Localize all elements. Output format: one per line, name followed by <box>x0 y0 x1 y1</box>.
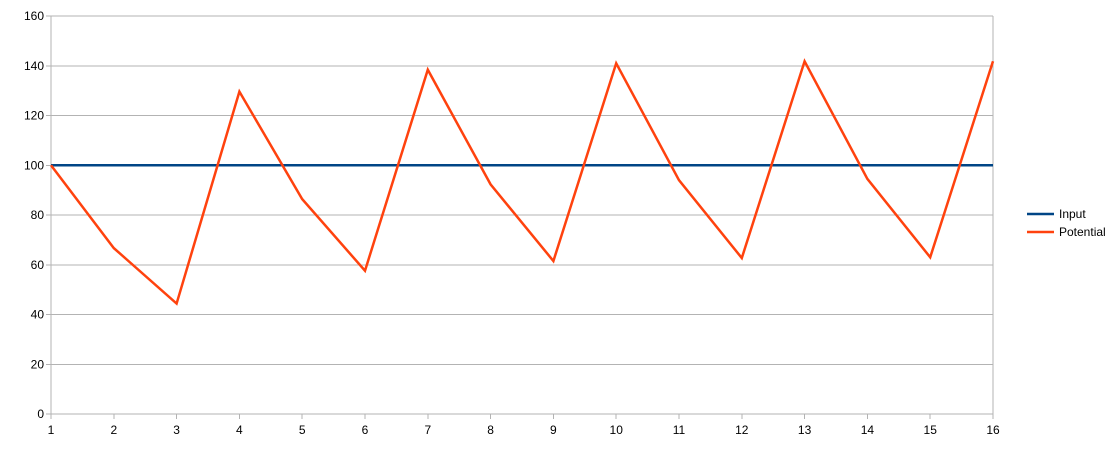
y-tick-label: 20 <box>31 357 45 371</box>
x-tick-label: 7 <box>424 423 431 437</box>
gridlines <box>51 15 993 415</box>
x-tick-label: 12 <box>735 423 749 437</box>
x-tick-label: 15 <box>924 423 938 437</box>
x-tick-label: 2 <box>110 423 117 437</box>
y-tick-label: 140 <box>24 59 44 73</box>
y-tick-label: 60 <box>31 258 45 272</box>
x-tick-label: 13 <box>798 423 812 437</box>
x-tick-label: 6 <box>362 423 369 437</box>
y-tick-label: 0 <box>37 407 44 421</box>
legend: Input Potential <box>1027 207 1106 239</box>
x-tick-label: 3 <box>173 423 180 437</box>
legend-label-input: Input <box>1059 207 1086 221</box>
x-tick-label: 14 <box>861 423 875 437</box>
y-tick-label: 120 <box>24 109 44 123</box>
x-tick-label: 1 <box>48 423 55 437</box>
x-tick-label: 11 <box>673 423 686 437</box>
x-tick-label: 10 <box>610 423 624 437</box>
legend-label-potential: Potential <box>1059 225 1106 239</box>
x-tick-label: 5 <box>299 423 306 437</box>
series-lines <box>50 58 995 306</box>
series-line-potential <box>50 58 995 306</box>
x-tick-label: 4 <box>236 423 243 437</box>
y-tick-label: 40 <box>31 308 45 322</box>
x-tick-label: 8 <box>487 423 494 437</box>
y-tick-label: 100 <box>24 158 44 172</box>
x-tick-label: 16 <box>986 423 1000 437</box>
y-tick-label: 160 <box>24 9 44 23</box>
x-tick-label: 9 <box>550 423 557 437</box>
y-tick-label: 80 <box>31 208 45 222</box>
